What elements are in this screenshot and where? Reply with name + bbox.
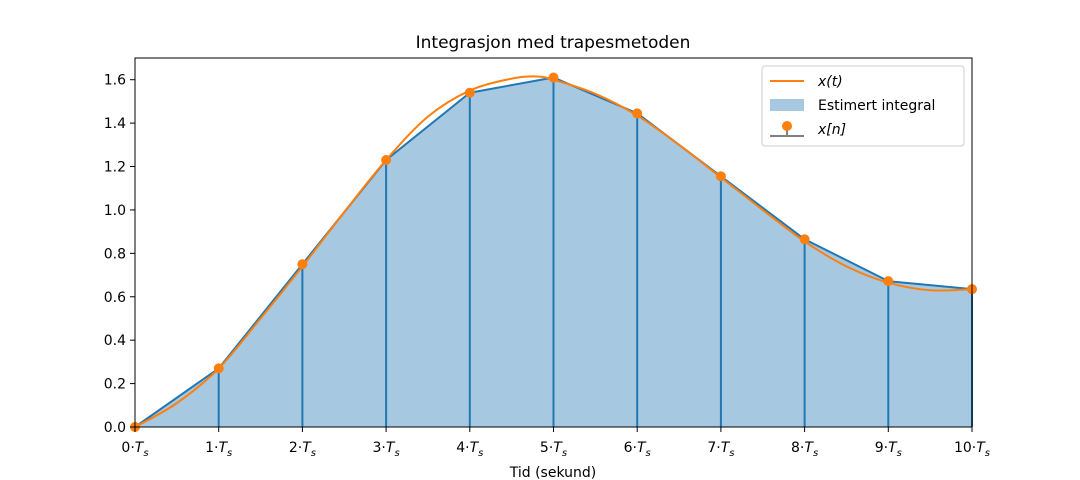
sample-marker <box>715 171 726 182</box>
y-tick-label: 1.4 <box>104 116 126 132</box>
x-tick-label: 8·Ts <box>791 440 818 459</box>
y-tick-label: 1.0 <box>104 203 126 219</box>
legend-box <box>761 65 965 147</box>
x-tick-label: 0·Ts <box>121 440 148 459</box>
y-tick-label: 0.8 <box>104 246 126 262</box>
chart-title: Integrasjon med trapesmetoden <box>416 33 691 53</box>
x-tick-label: 10·Ts <box>954 440 990 459</box>
plot-area <box>130 57 977 432</box>
legend-label: Estimert integral <box>818 98 935 114</box>
sample-marker <box>381 155 392 166</box>
x-axis-ticks: 0·Ts 1·Ts 2·Ts 3·Ts 4·Ts 5·Ts 6·Ts 7·Ts 8·Ts 9·Ts… <box>121 427 990 459</box>
y-axis-ticks: 0.0 0.2 0.4 0.6 0.8 1.0 1.2 1.4 1.6 <box>104 73 135 436</box>
y-tick-label: 1.6 <box>104 73 126 89</box>
sample-marker <box>213 363 224 374</box>
x-axis-label: Tid (sekund) <box>509 465 597 480</box>
x-tick-label: 6·Ts <box>624 440 651 459</box>
legend-area-swatch <box>770 99 804 111</box>
y-tick-label: 0.4 <box>104 333 126 349</box>
y-tick-label: 0.6 <box>104 290 126 306</box>
y-tick-label: 0.0 <box>104 420 126 436</box>
x-tick-label: 9·Ts <box>875 440 902 459</box>
x-tick-label: 4·Ts <box>456 440 483 459</box>
y-tick-label: 1.2 <box>104 160 126 176</box>
y-tick-label: 0.2 <box>104 377 126 393</box>
legend: x(t) Estimert integral x[n] <box>761 65 965 147</box>
x-tick-label: 3·Ts <box>373 440 400 459</box>
legend-stem-marker <box>782 121 792 131</box>
x-tick-label: 1·Ts <box>205 440 232 459</box>
continuous-curve <box>134 75 973 428</box>
sample-marker <box>297 259 308 270</box>
sample-marker <box>883 276 894 287</box>
x-tick-label: 2·Ts <box>289 440 316 459</box>
sample-marker <box>464 87 475 98</box>
sample-marker <box>548 72 559 83</box>
sample-marker <box>799 234 810 245</box>
sample-marker <box>632 108 643 119</box>
legend-label: x[n] <box>817 122 846 138</box>
x-tick-label: 7·Ts <box>707 440 734 459</box>
x-tick-label: 5·Ts <box>540 440 567 459</box>
legend-label: x(t) <box>817 74 843 90</box>
